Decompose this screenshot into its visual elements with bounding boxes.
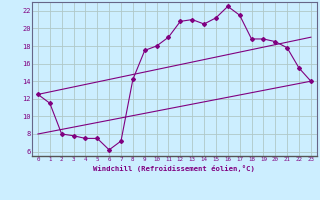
- X-axis label: Windchill (Refroidissement éolien,°C): Windchill (Refroidissement éolien,°C): [93, 165, 255, 172]
